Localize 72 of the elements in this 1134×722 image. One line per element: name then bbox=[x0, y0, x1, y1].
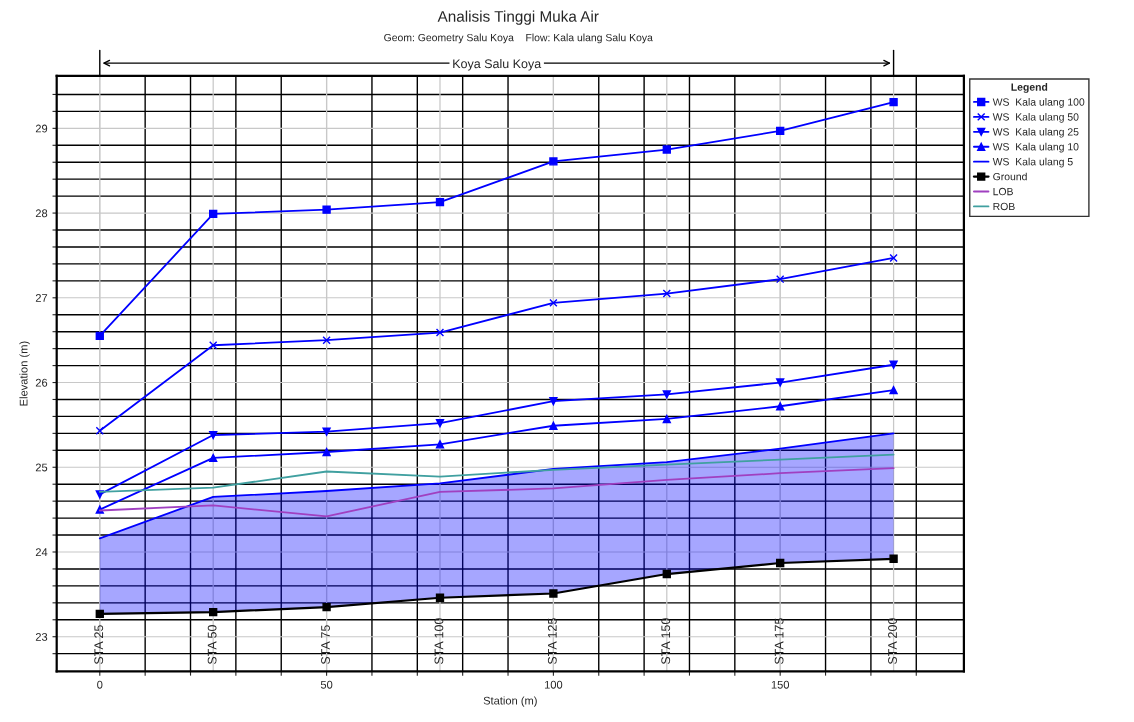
point bbox=[435, 328, 445, 337]
x-tick-label: 50 bbox=[320, 680, 333, 689]
point bbox=[662, 569, 671, 579]
legend-title: Legend bbox=[1011, 83, 1048, 93]
point bbox=[435, 419, 445, 428]
legend-label: ROB bbox=[993, 202, 1015, 211]
point bbox=[209, 209, 218, 219]
legend-label: WS Kala ulang 25 bbox=[992, 127, 1079, 138]
y-tick-label: 25 bbox=[35, 463, 48, 472]
point bbox=[209, 453, 218, 463]
point bbox=[776, 402, 785, 411]
point bbox=[322, 335, 331, 345]
x-tick-label: 100 bbox=[544, 680, 563, 689]
point bbox=[322, 602, 331, 612]
legend-label: WS Kala ulang 50 bbox=[992, 112, 1079, 123]
annotation: STA 175 bbox=[774, 618, 784, 665]
text: Koya Salu Koya bbox=[453, 58, 542, 71]
point bbox=[322, 205, 331, 214]
annotation: STA 150 bbox=[661, 618, 671, 665]
point bbox=[209, 341, 218, 350]
annotation: STA 25 bbox=[94, 625, 104, 665]
line-series bbox=[98, 432, 895, 540]
point bbox=[662, 289, 671, 298]
point bbox=[549, 589, 558, 598]
legend-label: Ground bbox=[993, 172, 1027, 181]
point bbox=[889, 97, 898, 107]
y-tick-label: 23 bbox=[35, 632, 48, 641]
annotation: STA 75 bbox=[321, 625, 330, 665]
point bbox=[549, 157, 558, 166]
point bbox=[322, 427, 331, 436]
point bbox=[662, 390, 671, 399]
legend-label: WS Kala ulang 10 bbox=[992, 142, 1079, 153]
point bbox=[95, 609, 104, 619]
legend-label: WS Kala ulang 5 bbox=[992, 157, 1073, 168]
point bbox=[322, 447, 331, 457]
y-tick-label: 26 bbox=[35, 378, 48, 387]
point bbox=[776, 558, 785, 568]
point bbox=[435, 593, 445, 602]
point bbox=[662, 414, 671, 424]
point bbox=[435, 197, 445, 207]
point bbox=[889, 385, 898, 395]
legend-label: LOB bbox=[993, 187, 1013, 196]
y-tick-label: 29 bbox=[35, 124, 48, 133]
point bbox=[209, 607, 218, 617]
point bbox=[889, 360, 898, 369]
point bbox=[209, 430, 218, 440]
point bbox=[889, 554, 898, 563]
chart-subtitle: Geom: Geometry Salu Koya Flow: Kala ulang Salu Koya bbox=[384, 33, 653, 44]
legend-label: WS Kala ulang 100 bbox=[992, 98, 1085, 108]
chart-title: Analisis Tinggi Muka Air bbox=[437, 10, 599, 25]
point bbox=[435, 440, 445, 449]
point bbox=[889, 253, 898, 263]
point bbox=[776, 126, 785, 136]
x-tick-label: 150 bbox=[771, 680, 790, 689]
point bbox=[95, 331, 104, 341]
y-axis-title: Elevation (m) bbox=[19, 341, 30, 406]
point bbox=[662, 145, 671, 154]
x-tick-label: 0 bbox=[97, 680, 103, 689]
point bbox=[776, 378, 785, 387]
annotation: STA 100 bbox=[434, 618, 444, 665]
annotation: STA 200 bbox=[888, 618, 897, 665]
y-tick-label: 28 bbox=[35, 209, 48, 218]
annotation: STA 50 bbox=[207, 625, 217, 665]
point bbox=[549, 421, 558, 430]
y-tick-label: 27 bbox=[35, 294, 48, 302]
x-axis-title: Station (m) bbox=[483, 696, 537, 707]
annotation: STA 125 bbox=[547, 618, 557, 665]
point bbox=[549, 397, 558, 406]
point bbox=[776, 274, 785, 284]
point bbox=[549, 298, 558, 308]
point bbox=[95, 426, 104, 435]
y-tick-label: 24 bbox=[35, 548, 48, 557]
